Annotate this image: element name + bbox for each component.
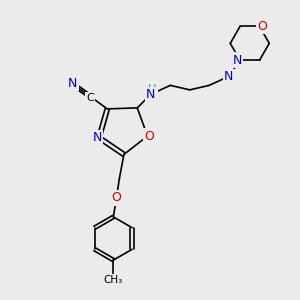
Text: CH₃: CH₃ xyxy=(104,275,123,285)
Text: N: N xyxy=(232,54,242,67)
Text: N: N xyxy=(146,88,155,101)
Text: O: O xyxy=(112,191,121,205)
Text: N: N xyxy=(68,77,77,90)
Text: C: C xyxy=(86,93,94,103)
Text: O: O xyxy=(258,20,267,33)
Text: O: O xyxy=(144,130,154,142)
Text: N: N xyxy=(93,131,102,144)
Text: N: N xyxy=(224,70,233,83)
Text: H: H xyxy=(148,84,156,94)
